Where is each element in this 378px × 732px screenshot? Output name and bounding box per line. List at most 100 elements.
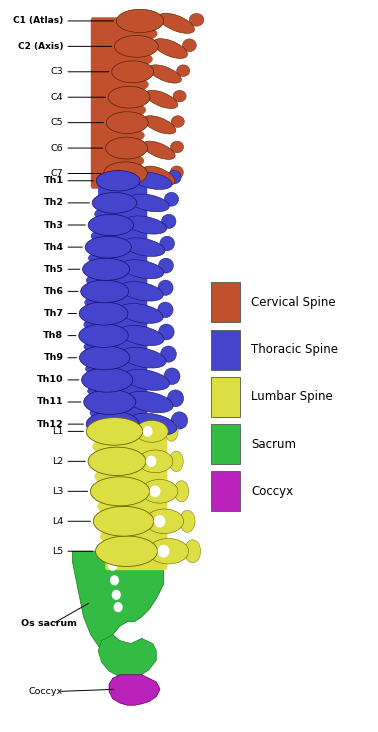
Ellipse shape — [92, 436, 139, 456]
Ellipse shape — [86, 411, 139, 437]
Text: L2: L2 — [52, 457, 64, 466]
Ellipse shape — [171, 116, 184, 127]
Ellipse shape — [100, 526, 150, 546]
Ellipse shape — [87, 383, 130, 399]
Ellipse shape — [146, 90, 178, 108]
Ellipse shape — [113, 602, 123, 612]
Ellipse shape — [143, 426, 153, 437]
Ellipse shape — [189, 13, 204, 26]
Text: Th1: Th1 — [43, 176, 64, 185]
Ellipse shape — [158, 13, 194, 34]
Ellipse shape — [82, 258, 130, 280]
Ellipse shape — [158, 258, 174, 273]
Ellipse shape — [97, 496, 146, 516]
Ellipse shape — [150, 485, 161, 497]
Ellipse shape — [116, 51, 153, 67]
Ellipse shape — [79, 302, 128, 325]
Ellipse shape — [112, 61, 154, 83]
Ellipse shape — [143, 141, 175, 160]
Ellipse shape — [132, 172, 172, 190]
Ellipse shape — [113, 77, 149, 92]
Ellipse shape — [109, 127, 145, 143]
Text: Thoracic Spine: Thoracic Spine — [251, 343, 338, 356]
Ellipse shape — [158, 280, 173, 296]
Ellipse shape — [184, 539, 201, 563]
FancyBboxPatch shape — [211, 377, 240, 417]
Ellipse shape — [119, 304, 163, 324]
Ellipse shape — [84, 339, 125, 354]
Ellipse shape — [119, 326, 164, 346]
Text: Th4: Th4 — [43, 242, 64, 252]
Ellipse shape — [158, 545, 170, 558]
Text: Th5: Th5 — [43, 265, 64, 274]
Polygon shape — [109, 675, 160, 705]
Text: Th11: Th11 — [37, 397, 64, 406]
Text: C5: C5 — [51, 118, 64, 127]
Ellipse shape — [85, 236, 132, 258]
Ellipse shape — [160, 236, 175, 251]
Ellipse shape — [110, 102, 146, 118]
FancyBboxPatch shape — [211, 424, 240, 464]
Ellipse shape — [161, 346, 177, 362]
Ellipse shape — [120, 282, 163, 301]
Text: C1 (Atlas): C1 (Atlas) — [13, 16, 64, 26]
Ellipse shape — [91, 228, 129, 244]
Ellipse shape — [92, 193, 137, 213]
Ellipse shape — [135, 420, 168, 442]
Ellipse shape — [123, 238, 165, 256]
Text: Th10: Th10 — [37, 376, 64, 384]
Text: L4: L4 — [52, 517, 64, 526]
Ellipse shape — [116, 10, 164, 32]
Ellipse shape — [145, 509, 184, 534]
Ellipse shape — [183, 39, 196, 52]
Ellipse shape — [94, 206, 131, 222]
Ellipse shape — [167, 171, 181, 184]
Ellipse shape — [105, 137, 147, 159]
Ellipse shape — [115, 35, 158, 57]
Ellipse shape — [154, 515, 166, 528]
Ellipse shape — [108, 86, 150, 108]
Ellipse shape — [174, 481, 189, 502]
Ellipse shape — [125, 216, 167, 234]
Ellipse shape — [84, 317, 124, 332]
Text: C4: C4 — [51, 93, 64, 102]
Text: Th6: Th6 — [43, 287, 64, 296]
Ellipse shape — [88, 447, 146, 476]
Text: Th2: Th2 — [43, 198, 64, 207]
Ellipse shape — [106, 112, 148, 133]
Ellipse shape — [149, 65, 181, 83]
Ellipse shape — [171, 412, 188, 429]
Ellipse shape — [88, 214, 133, 236]
Text: C7: C7 — [51, 169, 64, 178]
Ellipse shape — [85, 361, 127, 376]
Ellipse shape — [138, 450, 173, 473]
Text: Th3: Th3 — [43, 220, 64, 230]
Text: Th8: Th8 — [43, 331, 64, 340]
Ellipse shape — [169, 451, 183, 471]
Ellipse shape — [90, 406, 133, 421]
Ellipse shape — [96, 171, 140, 191]
Polygon shape — [73, 551, 164, 664]
Polygon shape — [98, 635, 156, 677]
Text: Sacrum: Sacrum — [251, 438, 296, 451]
Ellipse shape — [161, 214, 176, 228]
Text: Th9: Th9 — [43, 354, 64, 362]
Ellipse shape — [141, 479, 178, 503]
FancyBboxPatch shape — [105, 429, 167, 570]
Ellipse shape — [170, 166, 183, 179]
Text: Coccyx: Coccyx — [251, 485, 293, 498]
Ellipse shape — [164, 368, 180, 384]
Ellipse shape — [158, 324, 174, 340]
Text: L5: L5 — [52, 547, 64, 556]
Ellipse shape — [173, 90, 186, 102]
Ellipse shape — [149, 539, 189, 564]
Text: Th7: Th7 — [43, 309, 64, 318]
Text: Th12: Th12 — [37, 419, 64, 429]
Ellipse shape — [165, 422, 178, 441]
Ellipse shape — [121, 260, 164, 279]
Text: Coccyx: Coccyx — [29, 687, 63, 696]
Ellipse shape — [180, 510, 195, 532]
Ellipse shape — [127, 392, 173, 413]
Ellipse shape — [158, 302, 173, 318]
FancyBboxPatch shape — [91, 18, 136, 189]
